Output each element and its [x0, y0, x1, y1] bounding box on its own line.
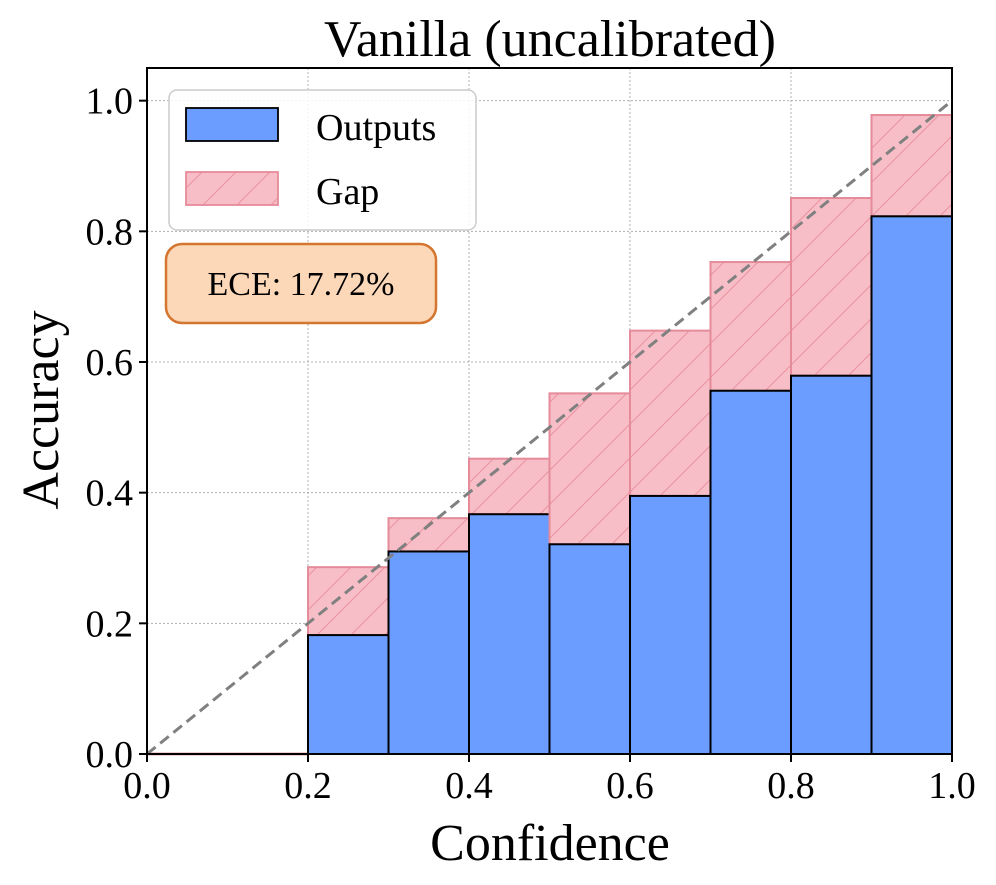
gap-bar	[709, 261, 792, 392]
x-tick-label: 0.8	[767, 765, 815, 807]
y-axis-label: Accuracy	[13, 310, 70, 509]
output-bar	[548, 543, 631, 756]
x-tick-label: 0.4	[445, 765, 493, 807]
y-tick-label: 0.4	[86, 473, 134, 515]
output-bar	[870, 215, 953, 756]
legend-swatch-gap	[185, 171, 279, 206]
ticks: 0.0 0.2 0.4 0.6 0.8 1.0 0.0 0.2 0.4 0.6 0.8 1.0	[86, 81, 976, 807]
legend-swatch-outputs	[185, 107, 279, 142]
chart-title: Vanilla (uncalibrated)	[324, 11, 776, 68]
y-tick-label: 0.6	[86, 342, 134, 384]
x-tick-label: 0.0	[123, 765, 171, 807]
bars	[147, 114, 953, 756]
perfect-calibration-line	[146, 99, 953, 756]
output-bar	[468, 513, 551, 756]
gap-bar	[790, 197, 873, 377]
x-tick-label: 0.2	[284, 765, 332, 807]
ece-text: ECE: 17.72%	[208, 266, 395, 303]
gap-bar	[468, 457, 551, 516]
x-tick-label: 0.6	[606, 765, 654, 807]
legend-label-outputs: Outputs	[316, 107, 436, 149]
ece-box	[164, 242, 438, 325]
output-bar	[307, 634, 390, 755]
ece-annotation: ECE: 17.72%	[164, 242, 438, 325]
output-bar	[387, 550, 470, 756]
y-tick-label: 0.0	[86, 734, 134, 776]
legend: Outputs Gap	[168, 89, 477, 231]
x-tick-label: 1.0	[928, 765, 976, 807]
gap-bar	[870, 114, 953, 218]
output-bar	[629, 494, 712, 755]
gap-bar	[307, 566, 390, 637]
output-bar	[790, 374, 873, 755]
output-bar	[709, 389, 792, 755]
y-tick-label: 0.8	[86, 211, 134, 253]
plot-frame	[146, 67, 953, 755]
gap-bar	[548, 392, 631, 546]
y-tick-label: 0.2	[86, 603, 134, 645]
y-tick-label: 1.0	[86, 81, 134, 123]
legend-label-gap: Gap	[316, 171, 379, 213]
x-axis-label: Confidence	[430, 815, 670, 872]
gap-bar	[629, 329, 712, 497]
